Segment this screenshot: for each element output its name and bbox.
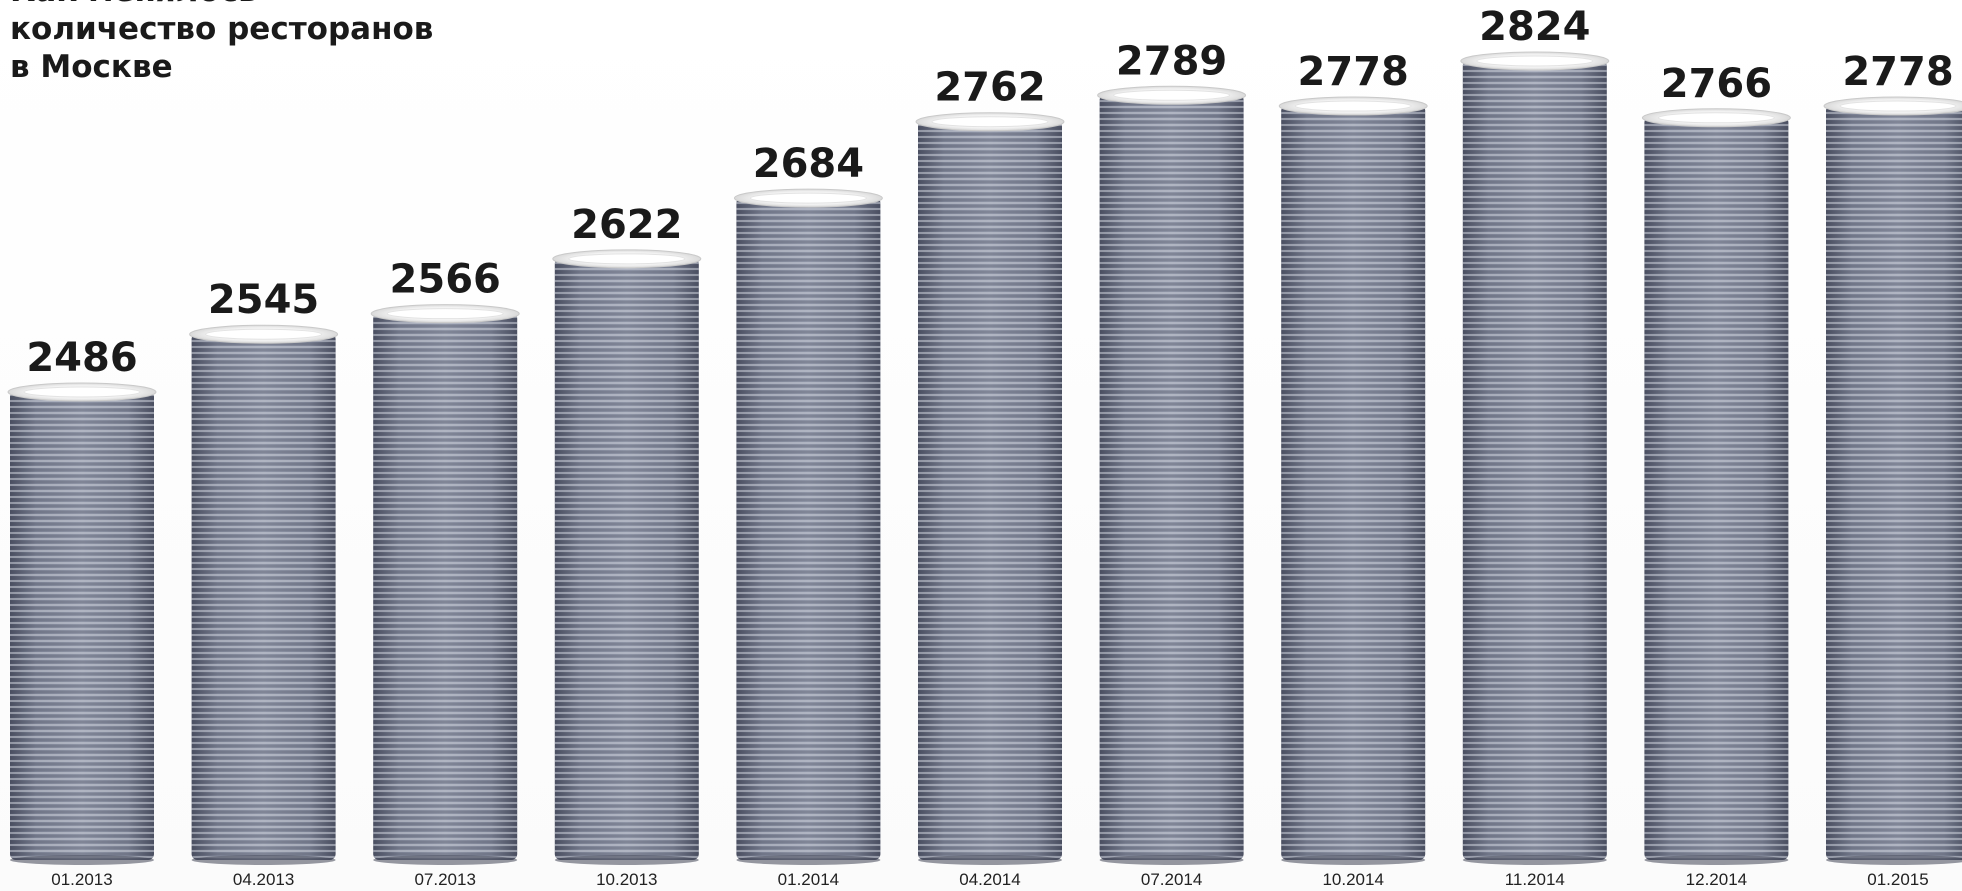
bar-plate-lines <box>1644 116 1789 860</box>
bar-plate-stack <box>189 324 339 865</box>
bar-value-label: 2789 <box>1116 38 1227 84</box>
bar-top-plate-center <box>749 192 867 204</box>
bar-plate-stack <box>1823 96 1962 865</box>
bar-plate-lines <box>918 120 1062 861</box>
chart-title: Как менялось количество ресторанов в Мос… <box>10 0 434 85</box>
bar-base <box>10 855 154 865</box>
bar-base <box>1462 855 1607 865</box>
x-tick-label: 04.2013 <box>233 870 294 889</box>
bar-top-plate-center <box>205 328 323 340</box>
x-axis-ticks-group: 01.2013 04.2013 07.2013 10.2013 01.2014 04.20… <box>51 870 1928 889</box>
bar-plate-stack <box>733 188 883 865</box>
bar-plate-lines <box>191 333 336 860</box>
bar-plate-lines <box>1462 60 1607 860</box>
bar-value-label: 2486 <box>26 335 137 381</box>
x-tick-label: 01.2014 <box>778 870 839 889</box>
bar-value-label: 2778 <box>1298 49 1409 95</box>
bar-plate-lines <box>554 257 699 861</box>
bars-group <box>7 51 1962 865</box>
bar-plate-lines <box>1826 105 1962 860</box>
bar-base <box>191 855 336 865</box>
bar-top-plate-center <box>1113 89 1231 101</box>
bar-plate-lines <box>1281 105 1426 860</box>
bar-plate-stack <box>915 112 1065 865</box>
bar-base <box>918 855 1062 865</box>
value-labels-group: 2486 2545 2566 2622 2684 2762 2789 2778 2824 2766… <box>26 4 1953 381</box>
bar-value-label: 2824 <box>1479 4 1590 50</box>
bar-base <box>1826 855 1962 865</box>
bar-base <box>373 855 518 865</box>
bar-value-label: 2778 <box>1842 49 1953 95</box>
bar-plate-lines <box>373 312 518 860</box>
x-tick-label: 04.2014 <box>959 870 1020 889</box>
bar-top-plate-center <box>23 386 141 398</box>
bar-base <box>1281 855 1426 865</box>
bar-base <box>1099 855 1244 865</box>
bar-top-plate-center <box>1657 112 1775 124</box>
bar-value-label: 2622 <box>571 202 682 248</box>
bar-top-plate-center <box>1839 100 1957 112</box>
x-tick-label: 07.2014 <box>1141 870 1202 889</box>
bar-plate-stack <box>370 304 520 865</box>
bar-top-plate-center <box>568 253 686 265</box>
x-tick-label: 11.2014 <box>1505 870 1565 889</box>
x-tick-label: 07.2013 <box>414 870 475 889</box>
bar-base <box>554 855 699 865</box>
bar-plate-lines <box>736 197 881 860</box>
bar-top-plate-center <box>931 116 1049 128</box>
x-tick-label: 10.2013 <box>596 870 657 889</box>
bar-plate-stack <box>1278 96 1428 865</box>
bar-value-label: 2766 <box>1661 61 1772 107</box>
bar-plate-stack <box>7 382 157 865</box>
bar-base <box>1644 855 1789 865</box>
bar-value-label: 2684 <box>753 141 864 187</box>
x-tick-label: 12.2014 <box>1686 870 1747 889</box>
bar-plate-stack <box>1641 108 1791 865</box>
bar-plate-stack <box>552 249 702 865</box>
bar-value-label: 2566 <box>390 257 501 303</box>
bar-plate-stack <box>1097 85 1247 865</box>
x-tick-label: 01.2013 <box>51 870 112 889</box>
bar-top-plate-center <box>1476 55 1594 67</box>
bar-plate-lines <box>10 391 154 860</box>
x-tick-label: 10.2014 <box>1322 870 1383 889</box>
bar-top-plate-center <box>1294 100 1412 112</box>
x-tick-label: 01.2015 <box>1867 870 1928 889</box>
bar-value-label: 2762 <box>934 65 1045 111</box>
bar-value-label: 2545 <box>208 277 319 323</box>
bar-top-plate-center <box>386 308 504 320</box>
bar-plate-lines <box>1099 94 1244 860</box>
bar-plate-stack <box>1460 51 1610 865</box>
bar-base <box>736 855 881 865</box>
